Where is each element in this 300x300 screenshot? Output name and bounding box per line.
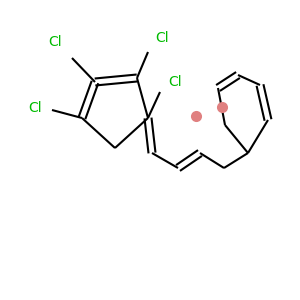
Text: Cl: Cl bbox=[168, 75, 182, 89]
Text: Cl: Cl bbox=[48, 35, 62, 49]
Text: Cl: Cl bbox=[155, 31, 169, 45]
Text: Cl: Cl bbox=[28, 101, 42, 115]
